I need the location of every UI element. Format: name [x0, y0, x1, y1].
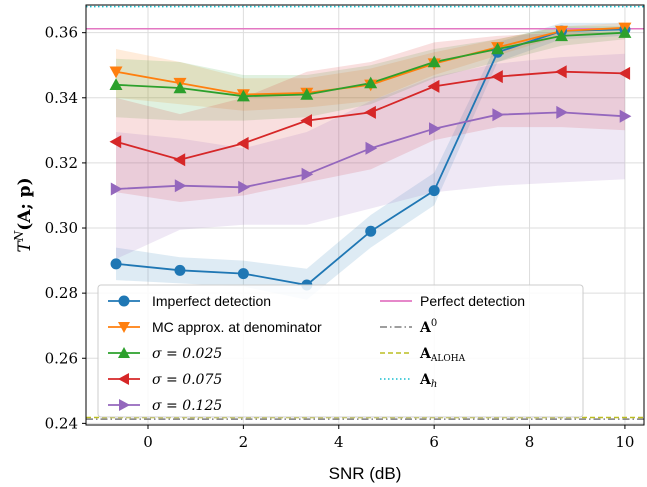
- triangle-left-marker-icon: [118, 373, 129, 385]
- legend-entry-a0: A0: [380, 318, 437, 336]
- y-label-rest: (A; p): [15, 177, 35, 230]
- data-point-series-2: [618, 26, 632, 38]
- legend-entry-ah: Ah: [380, 372, 437, 390]
- data-point-series-3: [427, 79, 440, 93]
- legend-label-mc: MC approx. at denominator: [152, 319, 322, 335]
- x-tick-label: 10: [615, 433, 634, 451]
- legend-label-a0: A0: [419, 318, 437, 336]
- legend-label-perfect: Perfect detection: [420, 293, 525, 309]
- circle-marker-icon: [118, 295, 130, 307]
- data-point-series-4: [619, 109, 632, 123]
- triangle-down-marker-icon: [118, 322, 130, 333]
- data-point-series-3: [109, 135, 122, 149]
- legend-box: [97, 284, 584, 418]
- legend-entry-sigma-0075: σ = 0.075: [108, 372, 222, 388]
- legend-ah-sub: h: [431, 379, 437, 390]
- triangle-up-marker-icon: [118, 347, 130, 358]
- data-point-series-2: [364, 76, 378, 89]
- y-label-main: T: [15, 240, 35, 253]
- legend-aloha-sub: ALOHA: [430, 354, 466, 364]
- y-tick-label: 0.34: [45, 89, 78, 107]
- data-point-series-2: [555, 29, 568, 42]
- svg-text:TN(A; p): TN(A; p): [12, 177, 35, 252]
- confidence-bands: [116, 22, 625, 300]
- data-point-series-4: [492, 108, 505, 122]
- legend-entry-sigma-0025: σ = 0.025: [108, 346, 222, 362]
- data-point-series-2: [173, 81, 187, 94]
- legend: Imperfect detection MC approx. at denomi…: [97, 284, 584, 418]
- legend-entry-imperfect: Imperfect detection: [108, 293, 271, 309]
- data-point-series-3: [300, 114, 312, 128]
- reference-lines: [86, 5, 644, 420]
- legend-a0-base: A: [419, 320, 432, 336]
- data-point-series-4: [365, 141, 378, 155]
- data-point-series-2: [491, 42, 505, 55]
- data-point-series-2: [236, 89, 250, 102]
- triangle-right-marker-icon: [119, 399, 130, 411]
- data-point-series-4: [238, 180, 250, 194]
- legend-entry-perfect: Perfect detection: [380, 293, 525, 309]
- legend-label-sigma-0075: σ = 0.075: [152, 372, 222, 388]
- y-tick-label: 0.28: [45, 284, 78, 302]
- x-tick-label: 0: [143, 433, 153, 451]
- x-tick-label: 6: [429, 433, 439, 451]
- data-point-series-1: [109, 66, 123, 79]
- data-point-series-2: [427, 55, 441, 68]
- y-tick-label: 0.36: [45, 24, 78, 42]
- legend-label-sigma-0025: σ = 0.025: [152, 346, 222, 362]
- x-tick-label: 2: [239, 433, 249, 451]
- data-point-series-4: [556, 105, 568, 119]
- x-tick-label: 4: [334, 433, 344, 451]
- x-ticks: 0 2 4 6 8 10: [143, 425, 634, 451]
- band-series-4: [116, 53, 625, 259]
- data-point-series-4: [174, 179, 187, 193]
- legend-a0-sup: 0: [431, 318, 437, 329]
- data-point-series-4: [301, 167, 314, 181]
- y-label-sup: N: [12, 230, 26, 242]
- data-point-series-3: [555, 65, 567, 79]
- plot-frame: [85, 4, 645, 426]
- data-point-series-0: [174, 264, 186, 276]
- data-point-series-3: [491, 70, 503, 84]
- legend-entry-aloha: AALOHA: [380, 346, 466, 364]
- y-ticks: 0.24 0.26 0.28 0.30 0.32 0.34 0.36: [45, 24, 86, 432]
- x-axis-label: SNR (dB): [329, 464, 402, 483]
- y-axis-label: TN(A; p): [12, 177, 35, 252]
- data-point-series-4: [429, 122, 441, 136]
- data-point-series-3: [173, 153, 186, 167]
- data-point-series-3: [364, 105, 376, 119]
- data-point-series-3: [236, 136, 249, 150]
- legend-aloha-base: A: [419, 346, 432, 362]
- data-point-series-0: [428, 185, 440, 197]
- y-tick-label: 0.30: [45, 219, 78, 237]
- legend-label-ah: Ah: [419, 372, 437, 390]
- data-point-series-3: [618, 66, 631, 80]
- data-point-series-0: [365, 225, 377, 237]
- legend-ah-base: A: [419, 372, 432, 388]
- band-series-0: [116, 22, 625, 300]
- legend-label-aloha: AALOHA: [419, 346, 466, 364]
- data-point-series-0: [110, 258, 122, 270]
- x-tick-label: 8: [525, 433, 535, 451]
- data-point-series-4: [110, 182, 123, 196]
- legend-entry-sigma-0125: σ = 0.125: [108, 398, 222, 414]
- legend-entry-mc: MC approx. at denominator: [108, 319, 322, 335]
- y-tick-label: 0.26: [45, 349, 78, 367]
- y-tick-label: 0.32: [45, 154, 78, 172]
- data-point-series-0: [237, 268, 249, 280]
- data-point-series-2: [109, 78, 123, 90]
- legend-label-imperfect: Imperfect detection: [152, 293, 271, 309]
- legend-label-sigma-0125: σ = 0.125: [152, 398, 222, 414]
- y-tick-label: 0.24: [45, 414, 78, 432]
- data-point-series-2: [300, 88, 314, 100]
- series-markers: [109, 22, 632, 291]
